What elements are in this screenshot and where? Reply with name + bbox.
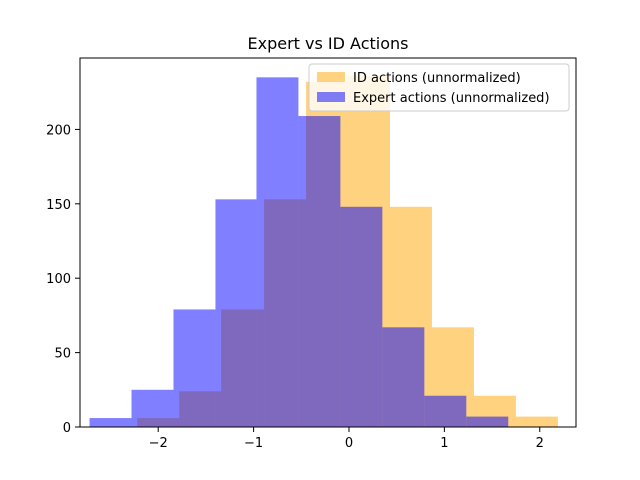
y-tick-label: 200 bbox=[46, 123, 71, 138]
legend-label-1: ID actions (unnormalized) bbox=[353, 71, 521, 86]
chart-title: Expert vs ID Actions bbox=[248, 34, 409, 53]
series-2 bbox=[89, 77, 509, 427]
y-tick-label: 100 bbox=[46, 272, 71, 287]
legend: ID actions (unnormalized) Expert actions … bbox=[308, 63, 570, 112]
bar-series-2-bin-3 bbox=[173, 309, 216, 427]
bar-series-2-bin-1 bbox=[89, 418, 132, 427]
bars-layer bbox=[89, 75, 558, 428]
legend-swatch-1 bbox=[317, 72, 345, 82]
x-tick-label: 0 bbox=[345, 436, 353, 451]
x-tick-label: 1 bbox=[440, 436, 448, 451]
legend-swatch-2 bbox=[317, 92, 345, 102]
y-tick-label: 150 bbox=[46, 198, 71, 213]
legend-box bbox=[308, 63, 570, 112]
x-tick-label: −1 bbox=[244, 436, 263, 451]
legend-label-2: Expert actions (unnormalized) bbox=[353, 91, 550, 106]
bar-series-2-bin-8 bbox=[382, 327, 425, 427]
axes-layer: −2 −1 0 1 2 0 50 100 150 200 bbox=[46, 57, 577, 451]
bar-series-2-bin-2 bbox=[131, 389, 174, 427]
bar-series-1-bin-10 bbox=[515, 416, 558, 427]
bar-series-2-bin-4 bbox=[215, 199, 257, 427]
x-tick-label: −2 bbox=[149, 436, 168, 451]
bar-series-2-bin-7 bbox=[340, 206, 383, 427]
plot-frame bbox=[79, 57, 577, 428]
y-tick-label: 0 bbox=[63, 421, 71, 436]
x-tick-label: 2 bbox=[536, 436, 544, 451]
bar-series-2-bin-10 bbox=[466, 416, 509, 427]
bar-series-2-bin-9 bbox=[424, 395, 467, 427]
bar-series-2-bin-6 bbox=[298, 116, 341, 427]
y-tick-label: 50 bbox=[54, 347, 71, 362]
bar-series-2-bin-5 bbox=[256, 77, 299, 427]
